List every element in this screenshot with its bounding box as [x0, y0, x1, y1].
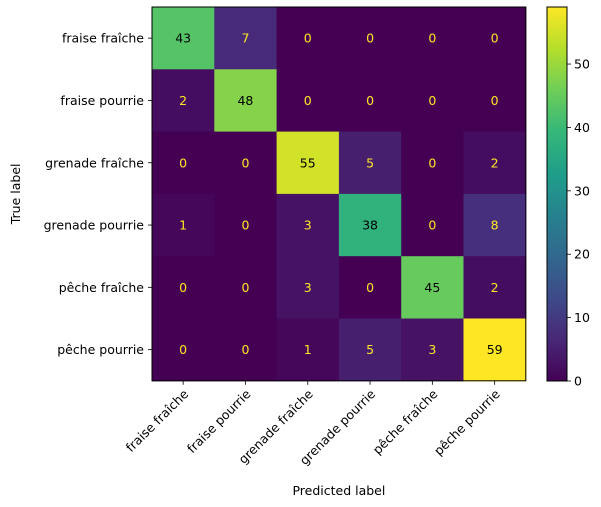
- cell-value-label: 0: [241, 342, 249, 357]
- cell-value-label: 0: [428, 155, 436, 170]
- y-tick-label: grenade fraîche: [45, 155, 144, 170]
- y-tick-label: fraise pourrie: [60, 93, 144, 108]
- cell-value-label: 38: [362, 218, 378, 233]
- heatmap-cell: [463, 131, 527, 195]
- cell-value-label: 5: [366, 342, 374, 357]
- heatmap-cell: [214, 131, 278, 195]
- heatmap-cell: [152, 7, 215, 70]
- heatmap-cell: [338, 7, 402, 70]
- cell-value-label: 0: [241, 280, 249, 295]
- heatmap-cell: [401, 256, 464, 319]
- heatmap-cell: [152, 193, 215, 257]
- heatmap-cell: [463, 318, 527, 382]
- heatmap-cell: [401, 193, 464, 257]
- x-tick-label: fraise fraîche: [123, 386, 192, 455]
- heatmap-cell: [463, 7, 527, 70]
- cell-value-label: 1: [304, 342, 312, 357]
- heatmap-cell: [401, 318, 464, 382]
- heatmap-cell: [214, 256, 278, 319]
- y-tick-label: pêche fraîche: [59, 280, 145, 295]
- cell-value-label: 0: [179, 155, 187, 170]
- heatmap-cell: [276, 256, 340, 319]
- cell-value-label: 0: [366, 93, 374, 108]
- cell-value-label: 59: [487, 342, 503, 357]
- heatmap-cell: [152, 69, 215, 133]
- cell-value-label: 0: [428, 31, 436, 46]
- x-tick-label: pêche fraîche: [370, 386, 441, 457]
- cell-value-label: 0: [304, 93, 312, 108]
- heatmap-cells: 43 7 0 0 0 02 48 0 0 0 00 0 55 5 0 21 0 3 38 0 80 0 3 0 45 20 0 1 5 3…: [152, 7, 527, 382]
- cell-value-label: 0: [428, 93, 436, 108]
- heatmap-cell: [276, 69, 340, 133]
- heatmap-cell: [152, 256, 215, 319]
- y-axis-ticks: fraise fraîche fraise pourrie grenade fraî…: [44, 31, 152, 357]
- heatmap-cell: [214, 7, 278, 70]
- cell-value-label: 3: [304, 280, 312, 295]
- plot-frame: [151, 6, 527, 382]
- cell-value-label: 55: [300, 155, 316, 170]
- cell-value-label: 3: [428, 342, 436, 357]
- heatmap-cell: [276, 318, 340, 382]
- x-tick-label: pêche pourrie: [431, 386, 503, 458]
- heatmap-cell: [338, 318, 402, 382]
- colorbar-tick-label: 30: [574, 183, 590, 198]
- cell-value-label: 5: [366, 155, 374, 170]
- cell-value-label: 0: [241, 218, 249, 233]
- cell-value-label: 0: [491, 93, 499, 108]
- heatmap-cell: [338, 69, 402, 133]
- cell-value-label: 0: [366, 280, 374, 295]
- colorbar: [546, 6, 568, 382]
- cell-value-label: 2: [491, 280, 499, 295]
- colorbar-tick-label: 50: [574, 57, 590, 72]
- cell-value-label: 8: [491, 218, 499, 233]
- colorbar-tick-label: 0: [574, 374, 582, 389]
- y-axis-label: True label: [8, 164, 23, 226]
- colorbar-tick-label: 40: [574, 120, 590, 135]
- cell-value-label: 0: [304, 31, 312, 46]
- heatmap-cell: [152, 131, 215, 195]
- y-tick-label: grenade pourrie: [44, 218, 145, 233]
- heatmap-cell: [401, 69, 464, 133]
- cell-value-label: 48: [237, 93, 253, 108]
- cell-value-label: 0: [491, 31, 499, 46]
- y-tick-label: fraise fraîche: [62, 31, 144, 46]
- cell-value-label: 0: [428, 218, 436, 233]
- heatmap-cell: [338, 131, 402, 195]
- heatmap-cell: [276, 193, 340, 257]
- colorbar-ticks: 0 10 20 30 40 50: [567, 57, 590, 389]
- heatmap-cell: [276, 131, 340, 195]
- heatmap-cell: [338, 193, 402, 257]
- cell-value-label: 2: [491, 155, 499, 170]
- cell-value-label: 45: [424, 280, 440, 295]
- heatmap-cell: [152, 318, 215, 382]
- cell-value-label: 0: [241, 155, 249, 170]
- x-axis-label: Predicted label: [292, 483, 385, 498]
- heatmap-cell: [463, 256, 527, 319]
- cell-value-label: 3: [304, 218, 312, 233]
- heatmap-cell: [338, 256, 402, 319]
- colorbar-tick-label: 10: [574, 310, 590, 325]
- colorbar-tick-label: 20: [574, 247, 590, 262]
- cell-value-label: 0: [179, 342, 187, 357]
- x-tick-label: fraise pourrie: [184, 386, 254, 456]
- y-tick-label: pêche pourrie: [57, 342, 144, 357]
- heatmap-cell: [401, 131, 464, 195]
- heatmap-cell: [214, 318, 278, 382]
- heatmap-cell: [276, 7, 340, 70]
- heatmap-cell: [463, 193, 527, 257]
- cell-value-label: 2: [179, 93, 187, 108]
- cell-value-label: 1: [179, 218, 187, 233]
- cell-value-label: 7: [241, 31, 249, 46]
- cell-value-label: 43: [175, 31, 191, 46]
- heatmap-cell: [463, 69, 527, 133]
- heatmap-cell: [214, 193, 278, 257]
- cell-value-label: 0: [179, 280, 187, 295]
- heatmap-cell: [401, 7, 464, 70]
- heatmap-cell: [214, 69, 278, 133]
- cell-value-label: 0: [366, 31, 374, 46]
